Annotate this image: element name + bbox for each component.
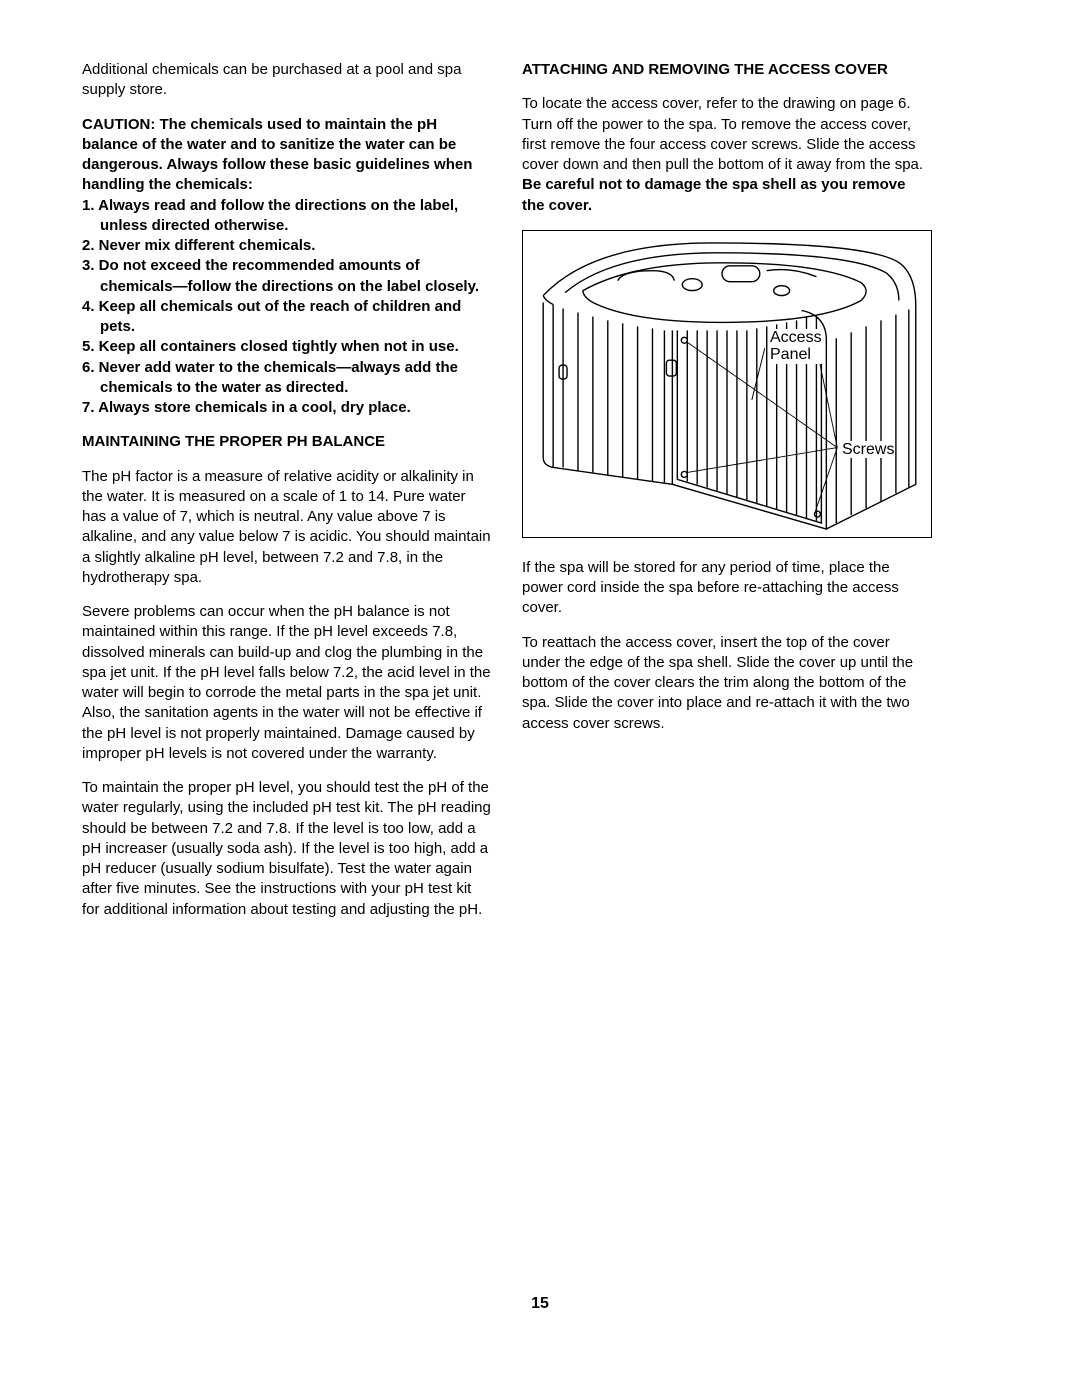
page-content: Additional chemicals can be purchased at… xyxy=(0,0,1080,974)
access-section-title: ATTACHING AND REMOVING THE ACCESS COVER xyxy=(522,60,932,80)
figure-label-screws: Screws xyxy=(841,441,895,459)
guideline-item: 2. Never mix different chemicals. xyxy=(82,236,492,256)
access-paragraph-3: To reattach the access cover, insert the… xyxy=(522,633,932,734)
caution-heading: CAUTION: The chemicals used to maintain … xyxy=(82,115,492,196)
ph-paragraph-2: Severe problems can occur when the pH ba… xyxy=(82,602,492,764)
guideline-item: 3. Do not exceed the recommended amounts… xyxy=(82,256,492,297)
page-number: 15 xyxy=(0,1293,1080,1315)
access-paragraph-2: If the spa will be stored for any period… xyxy=(522,558,932,619)
access-p1-text: To locate the access cover, refer to the… xyxy=(522,95,923,173)
left-column: Additional chemicals can be purchased at… xyxy=(82,60,492,934)
guideline-item: 1. Always read and follow the directions… xyxy=(82,196,492,237)
access-paragraph-1: To locate the access cover, refer to the… xyxy=(522,94,932,216)
ph-paragraph-1: The pH factor is a measure of relative a… xyxy=(82,467,492,589)
access-p1-bold: Be careful not to damage the spa shell a… xyxy=(522,176,905,213)
guideline-item: 4. Keep all chemicals out of the reach o… xyxy=(82,297,492,338)
spa-diagram-svg xyxy=(523,231,931,537)
guideline-item: 6. Never add water to the chemicals—alwa… xyxy=(82,358,492,399)
guideline-item: 5. Keep all containers closed tightly wh… xyxy=(82,337,492,357)
intro-paragraph: Additional chemicals can be purchased at… xyxy=(82,60,492,101)
ph-paragraph-3: To maintain the proper pH level, you sho… xyxy=(82,778,492,920)
spa-diagram-figure: AccessPanel Screws xyxy=(522,230,932,538)
right-column: ATTACHING AND REMOVING THE ACCESS COVER … xyxy=(522,60,932,934)
guidelines-list: 1. Always read and follow the directions… xyxy=(82,196,492,419)
ph-section-title: MAINTAINING THE PROPER PH BALANCE xyxy=(82,432,492,452)
guideline-item: 7. Always store chemicals in a cool, dry… xyxy=(82,398,492,418)
figure-label-access-panel: AccessPanel xyxy=(768,329,824,364)
